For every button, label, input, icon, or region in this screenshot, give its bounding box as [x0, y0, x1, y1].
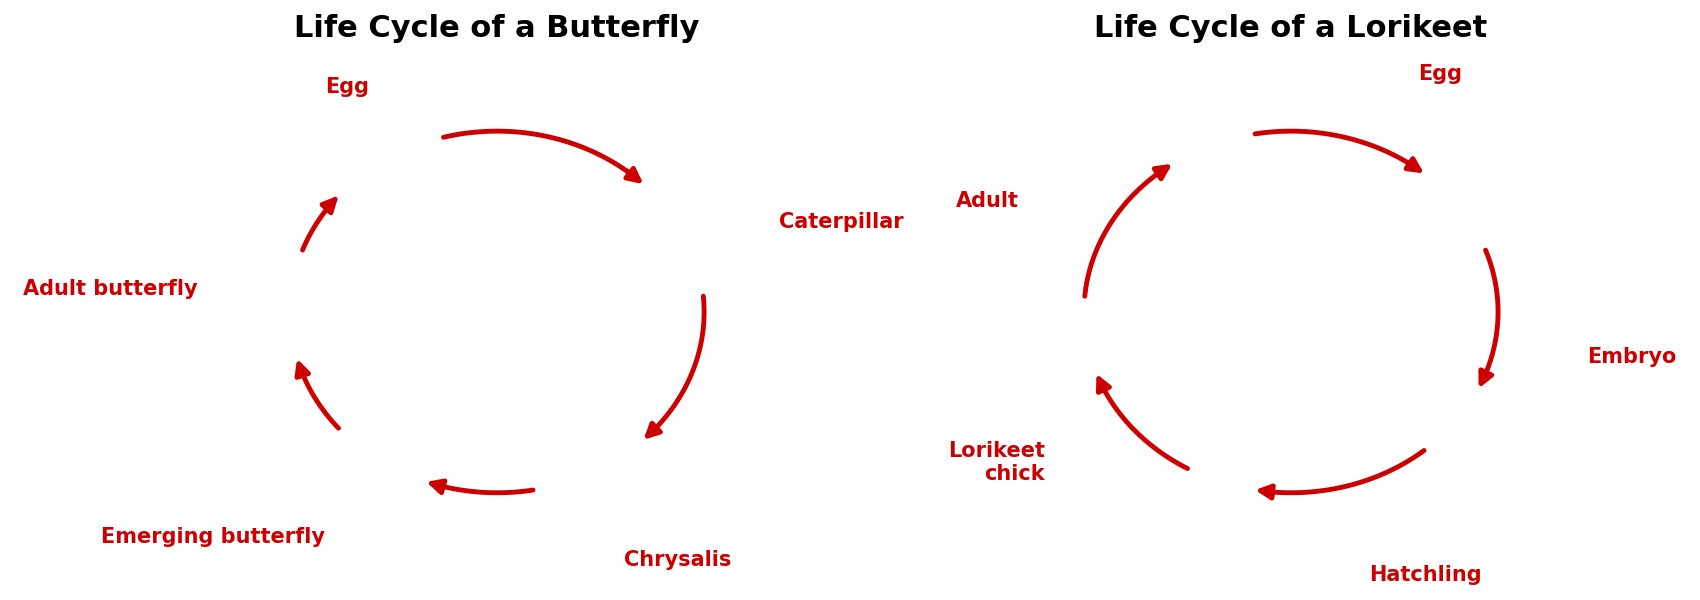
Text: Hatchling: Hatchling	[1368, 565, 1481, 585]
Text: Egg: Egg	[325, 77, 369, 97]
Text: Emerging butterfly: Emerging butterfly	[100, 527, 325, 547]
Text: Chrysalis: Chrysalis	[624, 550, 731, 569]
Text: Embryo: Embryo	[1586, 347, 1676, 367]
Title: Life Cycle of a Lorikeet: Life Cycle of a Lorikeet	[1095, 14, 1488, 43]
Text: Adult: Adult	[955, 191, 1018, 211]
Text: Egg: Egg	[1418, 64, 1462, 85]
Title: Life Cycle of a Butterfly: Life Cycle of a Butterfly	[294, 14, 700, 43]
Text: Adult butterfly: Adult butterfly	[24, 279, 197, 299]
Text: Caterpillar: Caterpillar	[779, 212, 904, 232]
Text: Lorikeet
chick: Lorikeet chick	[949, 441, 1046, 484]
